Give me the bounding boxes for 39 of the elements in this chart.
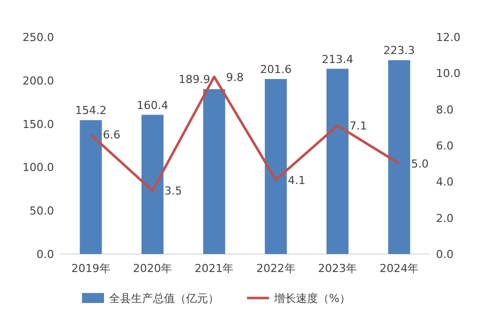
y-tick-label: 250.0 <box>22 31 54 44</box>
legend-label: 全县生产总值（亿元） <box>109 292 219 305</box>
x-tick-label: 2019年 <box>71 262 110 275</box>
data-label: 3.5 <box>164 184 182 198</box>
y2-tick-label: 2.0 <box>436 212 454 225</box>
y2-tick-label: 4.0 <box>436 176 454 189</box>
y2-tick-label: 12.0 <box>436 31 460 44</box>
bar <box>203 89 226 254</box>
data-label: 6.6 <box>102 128 120 142</box>
data-label: 7.1 <box>350 120 367 133</box>
data-label: 213.4 <box>322 52 354 66</box>
data-label: 5.0 <box>411 158 429 171</box>
legend-label: 增长速度（%） <box>273 292 350 305</box>
y-tick-label: 50.0 <box>30 204 54 218</box>
y2-tick-label: 6.0 <box>436 140 454 152</box>
bar <box>80 120 102 254</box>
x-tick-label: 2020年 <box>133 262 172 275</box>
x-tick-label: 2022年 <box>256 262 296 275</box>
y-tick-label: 0.0 <box>36 248 54 261</box>
y-tick-label: 150.0 <box>22 118 54 131</box>
y2-tick-label: 8.0 <box>436 103 454 116</box>
bar <box>388 60 410 254</box>
x-tick-label: 2023年 <box>318 262 357 275</box>
data-label: 160.4 <box>136 98 168 112</box>
bar <box>326 68 348 254</box>
bar <box>142 114 164 254</box>
data-label: 201.6 <box>260 63 292 76</box>
data-label: 9.8 <box>226 70 244 84</box>
y-tick-label: 200.0 <box>22 74 54 88</box>
data-label: 223.3 <box>383 44 415 58</box>
data-label: 189.9 <box>178 73 210 86</box>
y2-tick-label: 10.0 <box>436 67 460 80</box>
data-label: 154.2 <box>75 104 107 118</box>
x-tick-label: 2021年 <box>194 262 234 275</box>
bar <box>264 79 287 254</box>
data-label: 4.1 <box>288 174 306 187</box>
x-tick-label: 2024年 <box>380 262 419 275</box>
y2-tick-label: 0.0 <box>436 248 454 261</box>
y-tick-label: 100.0 <box>22 161 54 174</box>
